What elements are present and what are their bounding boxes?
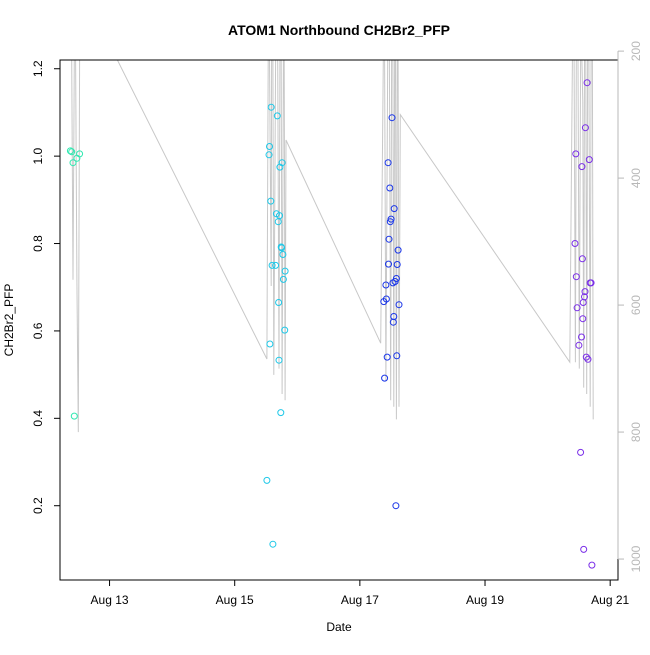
- data-point: [68, 148, 76, 156]
- data-point: [281, 267, 289, 275]
- data-point: [581, 124, 589, 132]
- data-point: [263, 476, 271, 484]
- y2-tick-label: 200: [629, 41, 643, 61]
- data-point: [393, 261, 401, 268]
- data-point: [268, 261, 276, 269]
- y-axis-label: CH2Br2_PFP: [2, 284, 16, 357]
- data-point: [579, 315, 587, 323]
- y-tick-label: 1.0: [31, 147, 45, 164]
- y-tick-label: 0.2: [31, 497, 45, 514]
- data-point: [393, 352, 401, 360]
- data-point: [577, 448, 585, 456]
- x-tick-label: Aug 13: [91, 593, 129, 607]
- y-tick-label: 0.8: [31, 235, 45, 252]
- data-point: [276, 212, 283, 220]
- y2-tick-label: 1000: [629, 545, 643, 572]
- data-point: [383, 353, 391, 361]
- data-point: [76, 150, 84, 158]
- data-point: [266, 143, 273, 150]
- data-point: [387, 215, 395, 223]
- data-point: [384, 159, 392, 167]
- data-point: [267, 197, 275, 205]
- data-point: [66, 147, 74, 155]
- data-point: [386, 184, 394, 192]
- data-point: [390, 313, 398, 320]
- data-point: [575, 341, 583, 349]
- data-point: [281, 326, 289, 334]
- y-tick-label: 1.2: [31, 60, 45, 77]
- data-point: [279, 251, 287, 258]
- data-point: [279, 275, 287, 283]
- data-point: [583, 79, 591, 87]
- x-tick-label: Aug 21: [591, 593, 629, 607]
- data-point: [584, 355, 592, 363]
- y2-tick-label: 600: [629, 295, 643, 315]
- data-point: [582, 353, 590, 361]
- data-point: [581, 288, 589, 296]
- data-point: [578, 333, 585, 341]
- y2-tick-label: 800: [629, 422, 643, 442]
- data-point: [578, 163, 586, 171]
- data-point: [382, 281, 390, 289]
- secondary-y-axis: 200 400 600 800 1000: [617, 41, 643, 572]
- data-point: [278, 159, 286, 167]
- data-point: [269, 540, 277, 548]
- data-point: [265, 151, 273, 159]
- data-point: [394, 246, 402, 254]
- data-points-layer: [66, 79, 596, 569]
- x-tick-label: Aug 15: [216, 593, 254, 607]
- data-point: [278, 244, 286, 252]
- y-tick-label: 0.4: [31, 410, 45, 427]
- data-point: [578, 255, 586, 263]
- data-point: [395, 301, 403, 309]
- data-point: [275, 299, 283, 306]
- data-point: [69, 159, 77, 167]
- data-point: [277, 409, 285, 417]
- data-point: [572, 273, 580, 281]
- data-point: [266, 340, 274, 348]
- data-point: [272, 261, 280, 269]
- data-point: [580, 545, 588, 553]
- data-point: [385, 235, 393, 243]
- x-axis: Aug 13 Aug 15 Aug 17 Aug 19 Aug 21: [91, 579, 630, 607]
- data-point: [392, 275, 400, 282]
- data-point: [392, 502, 400, 510]
- data-point: [581, 293, 588, 301]
- data-point: [382, 295, 390, 303]
- data-point: [385, 260, 392, 268]
- data-point: [276, 163, 284, 171]
- chart-title: ATOM1 Northbound CH2Br2_PFP: [228, 22, 450, 38]
- data-point: [585, 156, 593, 164]
- data-point: [267, 103, 275, 111]
- y2-tick-label: 400: [629, 168, 643, 188]
- data-point: [70, 412, 78, 420]
- data-point: [587, 279, 595, 287]
- x-tick-label: Aug 17: [341, 593, 379, 607]
- x-axis-label: Date: [326, 620, 352, 634]
- x-tick-label: Aug 19: [466, 593, 504, 607]
- data-point: [572, 150, 580, 158]
- data-point: [390, 205, 398, 213]
- y-tick-label: 0.6: [31, 322, 45, 339]
- data-point: [588, 561, 596, 569]
- data-point: [573, 304, 581, 312]
- data-point: [275, 356, 283, 364]
- data-point: [273, 112, 281, 120]
- y-axis: 0.2 0.4 0.6 0.8 1.0 1.2: [31, 60, 61, 514]
- data-point: [381, 374, 389, 382]
- data-point: [388, 114, 396, 122]
- data-point: [571, 240, 579, 247]
